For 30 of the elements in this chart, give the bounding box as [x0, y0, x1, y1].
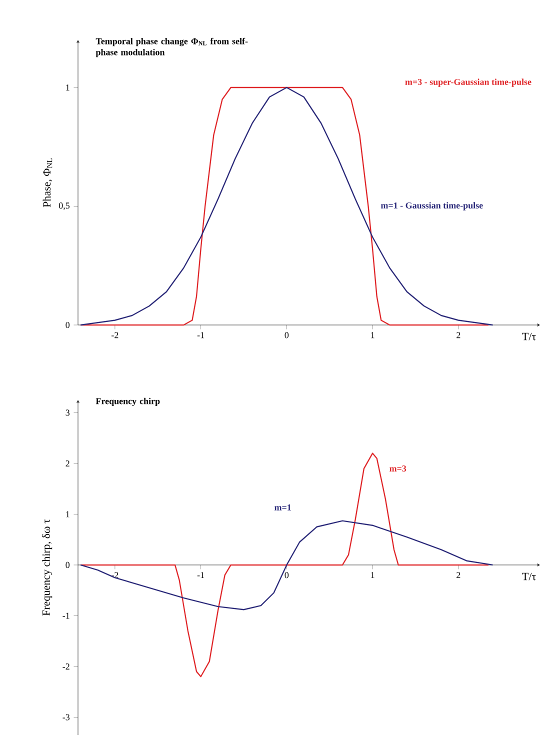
y-tick-label: 3	[66, 410, 70, 416]
x-tick-label: -1	[197, 332, 204, 338]
x-tick-label: -2	[112, 332, 118, 338]
y-axis-title: Frequency chirp, δω τ	[42, 519, 52, 616]
y-tick-label: 1	[66, 84, 70, 90]
x-axis-title: T/τ	[522, 572, 536, 580]
y-tick-label: 2	[66, 460, 70, 466]
x-tick-label: 2	[456, 332, 460, 338]
chart-title: Temporal phase change Φ$_{NL}$ from self-phase modulation	[96, 38, 248, 58]
text: m=1 - Gaussian time-pulse	[380, 202, 483, 210]
line-series	[80, 452, 490, 678]
x-tick-label: 1	[371, 572, 374, 578]
y-tick-label: 1	[66, 511, 70, 518]
x-tick-label: 0	[284, 572, 289, 578]
y-tick-label: 0	[66, 322, 70, 328]
text: m=3 - super-Gaussian time-pulse	[405, 78, 532, 87]
y-tick-label: 0	[66, 562, 70, 568]
chart-title: Frequency chirp	[96, 398, 160, 406]
y-axis-title: Phase, Φ$_{NL}$	[42, 158, 52, 208]
y-tick-label: -3	[62, 714, 70, 720]
x-tick-label: 2	[456, 572, 460, 578]
x-tick-label: 0	[284, 332, 289, 338]
y-tick-label: -2	[62, 663, 70, 670]
x-tick-label: 1	[371, 332, 374, 338]
x-tick-label: -1	[197, 572, 204, 578]
x-axis-title: T/τ	[522, 332, 536, 340]
y-tick-label: 0,5	[58, 202, 70, 210]
text: m=1	[274, 504, 291, 510]
y-tick-label: -1	[62, 612, 70, 619]
series-label: m=3	[390, 466, 406, 472]
